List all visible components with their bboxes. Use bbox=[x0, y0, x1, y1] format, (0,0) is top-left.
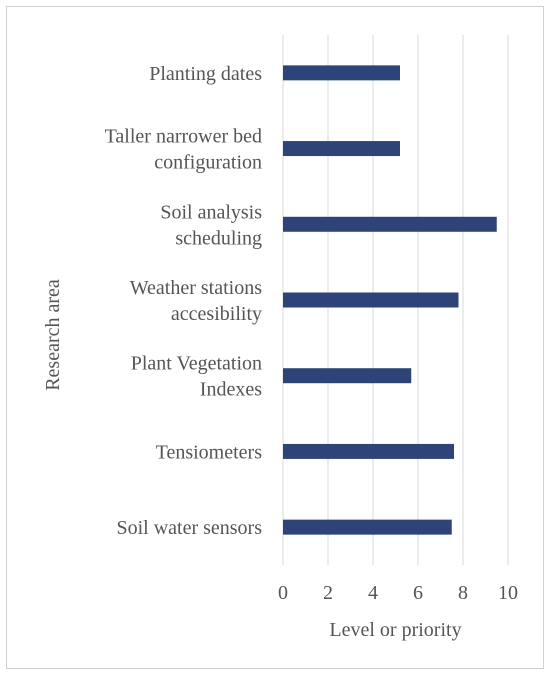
x-tick-label-4: 4 bbox=[368, 582, 378, 604]
category-labels: Planting dates Taller narrower bed configu… bbox=[105, 63, 263, 539]
category-label-2: Soil analysis scheduling bbox=[160, 201, 262, 249]
bars bbox=[283, 65, 497, 535]
category-label-line: Taller narrower bed bbox=[105, 126, 262, 148]
bar-5 bbox=[283, 443, 454, 459]
x-axis-title: Level or priority bbox=[329, 619, 461, 641]
x-tick-label-10: 10 bbox=[498, 582, 518, 604]
category-label-line: configuration bbox=[154, 152, 262, 174]
category-label-line: accesibility bbox=[171, 303, 262, 325]
category-label-line: Planting dates bbox=[149, 63, 262, 85]
category-label-line: Soil water sensors bbox=[116, 517, 262, 539]
bar-2 bbox=[283, 216, 497, 232]
category-label-line: Indexes bbox=[200, 379, 262, 401]
bar-1 bbox=[283, 141, 400, 157]
x-tick-label-2: 2 bbox=[323, 582, 333, 604]
category-label-5: Tensiometers bbox=[156, 441, 263, 463]
gridlines bbox=[282, 35, 509, 565]
x-tick-label-6: 6 bbox=[413, 582, 423, 604]
bar-3 bbox=[283, 292, 459, 308]
category-label-line: Soil analysis bbox=[160, 201, 262, 223]
chart-frame bbox=[6, 6, 544, 669]
category-label-4: Plant Vegetation Indexes bbox=[131, 353, 262, 401]
bar-6 bbox=[283, 519, 452, 535]
category-label-6: Soil water sensors bbox=[116, 517, 262, 539]
category-label-line: scheduling bbox=[175, 227, 262, 249]
bar-4 bbox=[283, 368, 412, 384]
category-label-1: Taller narrower bed configuration bbox=[105, 126, 262, 174]
category-label-0: Planting dates bbox=[149, 63, 262, 85]
bar-0 bbox=[283, 65, 400, 81]
x-tick-label-8: 8 bbox=[458, 582, 468, 604]
category-label-line: Weather stations bbox=[130, 277, 262, 299]
category-label-3: Weather stations accesibility bbox=[130, 277, 262, 325]
category-label-line: Tensiometers bbox=[156, 441, 263, 463]
y-axis-title: Research area bbox=[42, 279, 64, 391]
x-tick-label-0: 0 bbox=[278, 582, 288, 604]
x-tick-labels: 0 2 4 6 8 10 bbox=[278, 582, 518, 604]
category-label-line: Plant Vegetation bbox=[131, 353, 262, 375]
